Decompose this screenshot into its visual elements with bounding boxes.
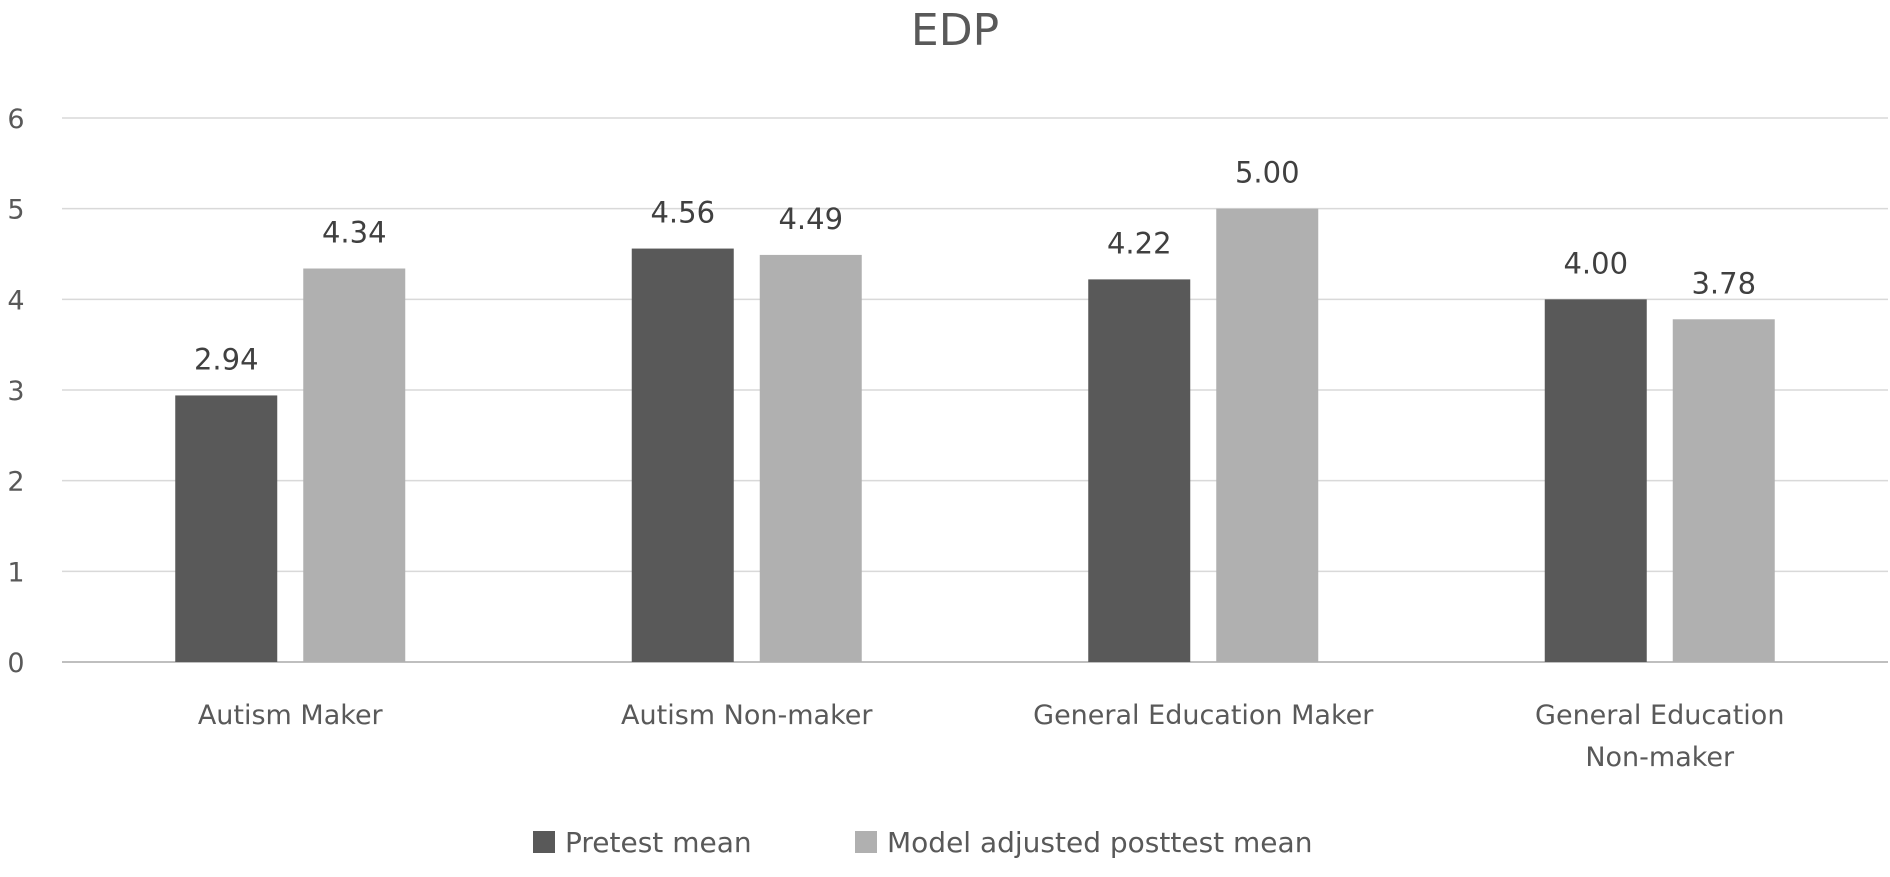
legend-swatch <box>855 831 877 853</box>
bar-posttest <box>1216 208 1319 662</box>
chart-title: EDP <box>911 5 999 56</box>
bar-pretest <box>1088 279 1191 662</box>
y-tick-label: 5 <box>7 195 24 226</box>
y-tick-label: 6 <box>7 104 24 135</box>
legend-label: Pretest mean <box>565 826 752 859</box>
category-label: Autism Maker <box>198 700 384 731</box>
y-tick-label: 2 <box>7 467 24 498</box>
category-label: Autism Non-maker <box>621 700 873 731</box>
bar-posttest <box>759 254 862 662</box>
legend-swatch <box>533 831 555 853</box>
bar-posttest <box>1672 319 1775 662</box>
bar-pretest <box>1544 299 1647 662</box>
data-label: 2.94 <box>194 342 259 376</box>
y-tick-label: 0 <box>7 648 24 679</box>
x-axis: Autism Maker Autism Non-maker General Educ… <box>198 700 1785 773</box>
legend: Pretest mean Model adjusted posttest mean <box>533 826 1312 859</box>
bars <box>175 208 1775 662</box>
y-tick-label: 4 <box>7 285 24 316</box>
y-tick-label: 3 <box>7 376 24 407</box>
data-label: 4.49 <box>778 202 843 236</box>
bar-pretest <box>175 395 278 662</box>
data-labels: 2.94 4.34 4.56 4.49 4.22 5.00 4.00 3.78 <box>194 156 1756 377</box>
category-label: General Education Non-maker <box>1535 700 1784 773</box>
bar-pretest <box>631 248 734 662</box>
data-label: 4.56 <box>650 196 715 230</box>
category-label: General Education Maker <box>1033 700 1374 731</box>
data-label: 3.78 <box>1691 266 1756 300</box>
y-tick-label: 1 <box>7 557 24 588</box>
legend-label: Model adjusted posttest mean <box>887 826 1312 859</box>
data-label: 4.00 <box>1563 246 1628 280</box>
y-axis: 0 1 2 3 4 5 6 <box>7 104 24 679</box>
data-label: 5.00 <box>1235 156 1300 190</box>
data-label: 4.34 <box>322 216 387 250</box>
bar-posttest <box>303 268 406 662</box>
data-label: 4.22 <box>1107 226 1172 260</box>
